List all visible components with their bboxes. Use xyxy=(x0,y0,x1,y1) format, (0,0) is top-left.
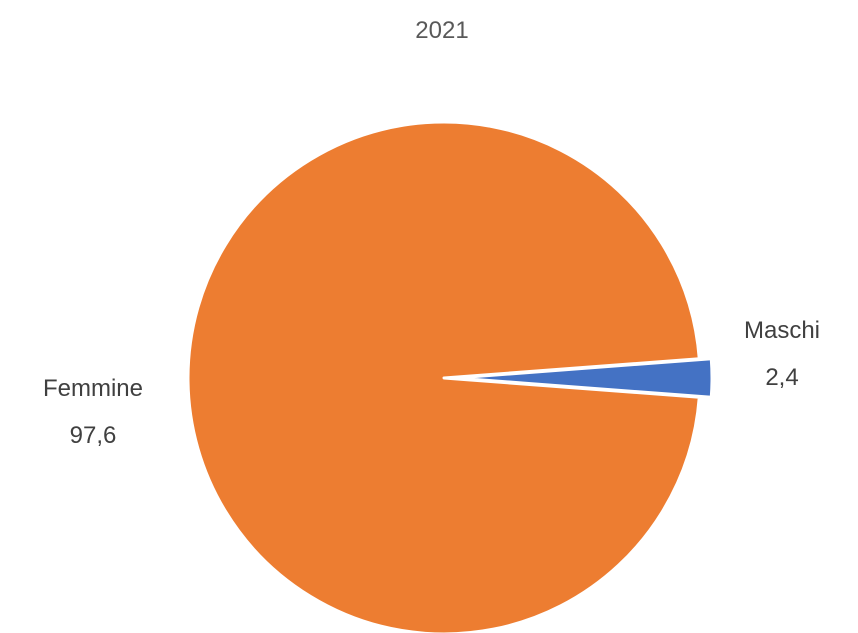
pie-labels: Maschi 2,4 Femmine 97,6 xyxy=(43,317,820,449)
pie-slice-femmine xyxy=(186,120,701,633)
slice-label-femmine: Femmine xyxy=(43,375,143,402)
pie-slices xyxy=(186,120,714,633)
slice-label-maschi: Maschi xyxy=(744,317,820,344)
chart-title: 2021 xyxy=(415,17,468,44)
slice-value-maschi: 2,4 xyxy=(765,364,798,391)
slice-value-femmine: 97,6 xyxy=(70,422,117,449)
pie-slice-maschi xyxy=(454,357,714,399)
